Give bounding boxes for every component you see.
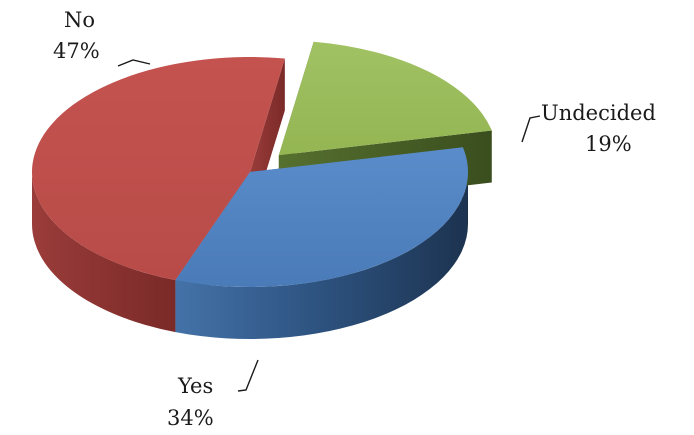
label-yes-name: Yes xyxy=(177,374,213,398)
label-undecided-value: 19% xyxy=(585,132,632,156)
label-no-value: 47% xyxy=(53,39,100,63)
pie-slice-undecided xyxy=(278,41,492,156)
pie-slice-no xyxy=(32,57,285,281)
leader-line-undecided xyxy=(521,115,541,143)
label-undecided-name: Undecided xyxy=(541,101,656,125)
leader-line-yes xyxy=(237,359,259,392)
label-yes-value: 34% xyxy=(167,406,214,430)
leader-line-no xyxy=(117,59,151,67)
pie-slice-rim-no xyxy=(32,172,176,333)
label-no-name: No xyxy=(64,8,95,32)
pie-slice-yes xyxy=(175,147,468,287)
pie-slice-rim-yes xyxy=(175,172,468,339)
